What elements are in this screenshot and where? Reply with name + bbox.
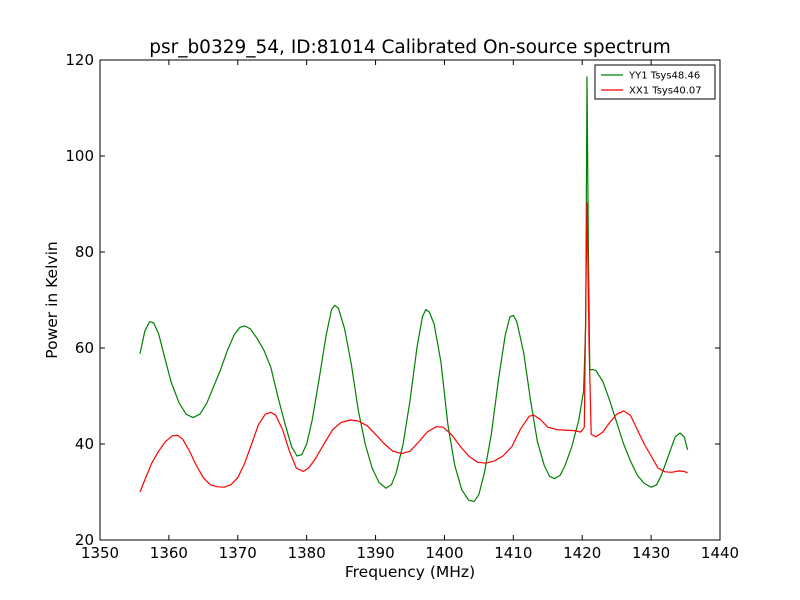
legend: YY1 Tsys48.46 XX1 Tsys40.07 xyxy=(594,64,716,100)
legend-label-xx1: XX1 Tsys40.07 xyxy=(629,86,702,97)
plot-frame xyxy=(99,59,721,541)
x-tick-label: 1360 xyxy=(150,544,188,562)
x-tick-label: 1380 xyxy=(288,544,326,562)
legend-label-yy1: YY1 Tsys48.46 xyxy=(628,71,700,82)
x-axis-label: Frequency (MHz) xyxy=(345,563,475,581)
y-tick-label: 100 xyxy=(65,147,94,165)
x-tick-label: 1390 xyxy=(356,544,394,562)
series-line-yy1 xyxy=(139,76,689,503)
x-tick-label: 1370 xyxy=(219,544,257,562)
ticks-layer: 1350 1360 1370 1380 1390 1400 1410 1420 1430 1440… xyxy=(65,51,739,562)
y-axis-label: Power in Kelvin xyxy=(43,241,61,358)
x-tick-label: 1410 xyxy=(494,544,532,562)
y-tick-label: 80 xyxy=(75,243,94,261)
series-line-xx1 xyxy=(139,202,688,493)
x-tick-label: 1440 xyxy=(701,544,739,562)
x-tick-label: 1430 xyxy=(632,544,670,562)
y-tick-label: 40 xyxy=(75,435,94,453)
y-tick-label: 120 xyxy=(65,51,94,69)
plot-area: 1350 1360 1370 1380 1390 1400 1410 1420 1430 1440… xyxy=(65,51,739,562)
series-layer xyxy=(139,76,689,503)
y-tick-label: 20 xyxy=(75,531,94,549)
x-tick-label: 1420 xyxy=(563,544,601,562)
legend-box xyxy=(594,64,716,100)
x-tick-label: 1400 xyxy=(425,544,463,562)
x-tick-label: 1350 xyxy=(81,544,119,562)
chart-title: psr_b0329_54, ID:81014 Calibrated On-sou… xyxy=(149,37,671,58)
y-tick-label: 60 xyxy=(75,339,94,357)
